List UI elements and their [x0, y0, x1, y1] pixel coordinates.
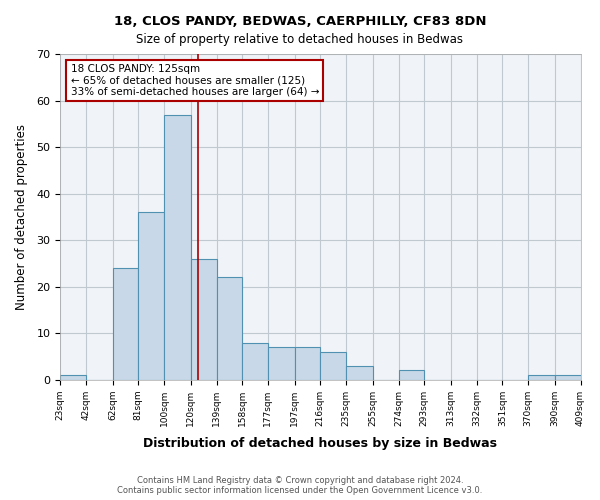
- Bar: [60, 375, 86, 380]
- Bar: [268, 347, 295, 380]
- Bar: [242, 342, 268, 380]
- Y-axis label: Number of detached properties: Number of detached properties: [15, 124, 28, 310]
- Bar: [346, 366, 373, 380]
- Bar: [320, 352, 346, 380]
- Bar: [164, 114, 191, 380]
- Bar: [217, 278, 242, 380]
- Bar: [113, 268, 139, 380]
- Bar: [555, 375, 581, 380]
- X-axis label: Distribution of detached houses by size in Bedwas: Distribution of detached houses by size …: [143, 437, 497, 450]
- Text: 18, CLOS PANDY, BEDWAS, CAERPHILLY, CF83 8DN: 18, CLOS PANDY, BEDWAS, CAERPHILLY, CF83…: [114, 15, 486, 28]
- Text: Size of property relative to detached houses in Bedwas: Size of property relative to detached ho…: [137, 32, 464, 46]
- Bar: [139, 212, 164, 380]
- Bar: [528, 375, 555, 380]
- Bar: [398, 370, 424, 380]
- Bar: [295, 347, 320, 380]
- Text: Contains HM Land Registry data © Crown copyright and database right 2024.: Contains HM Land Registry data © Crown c…: [137, 476, 463, 485]
- Text: Contains public sector information licensed under the Open Government Licence v3: Contains public sector information licen…: [118, 486, 482, 495]
- Bar: [191, 259, 217, 380]
- Text: 18 CLOS PANDY: 125sqm
← 65% of detached houses are smaller (125)
33% of semi-det: 18 CLOS PANDY: 125sqm ← 65% of detached …: [71, 64, 319, 97]
